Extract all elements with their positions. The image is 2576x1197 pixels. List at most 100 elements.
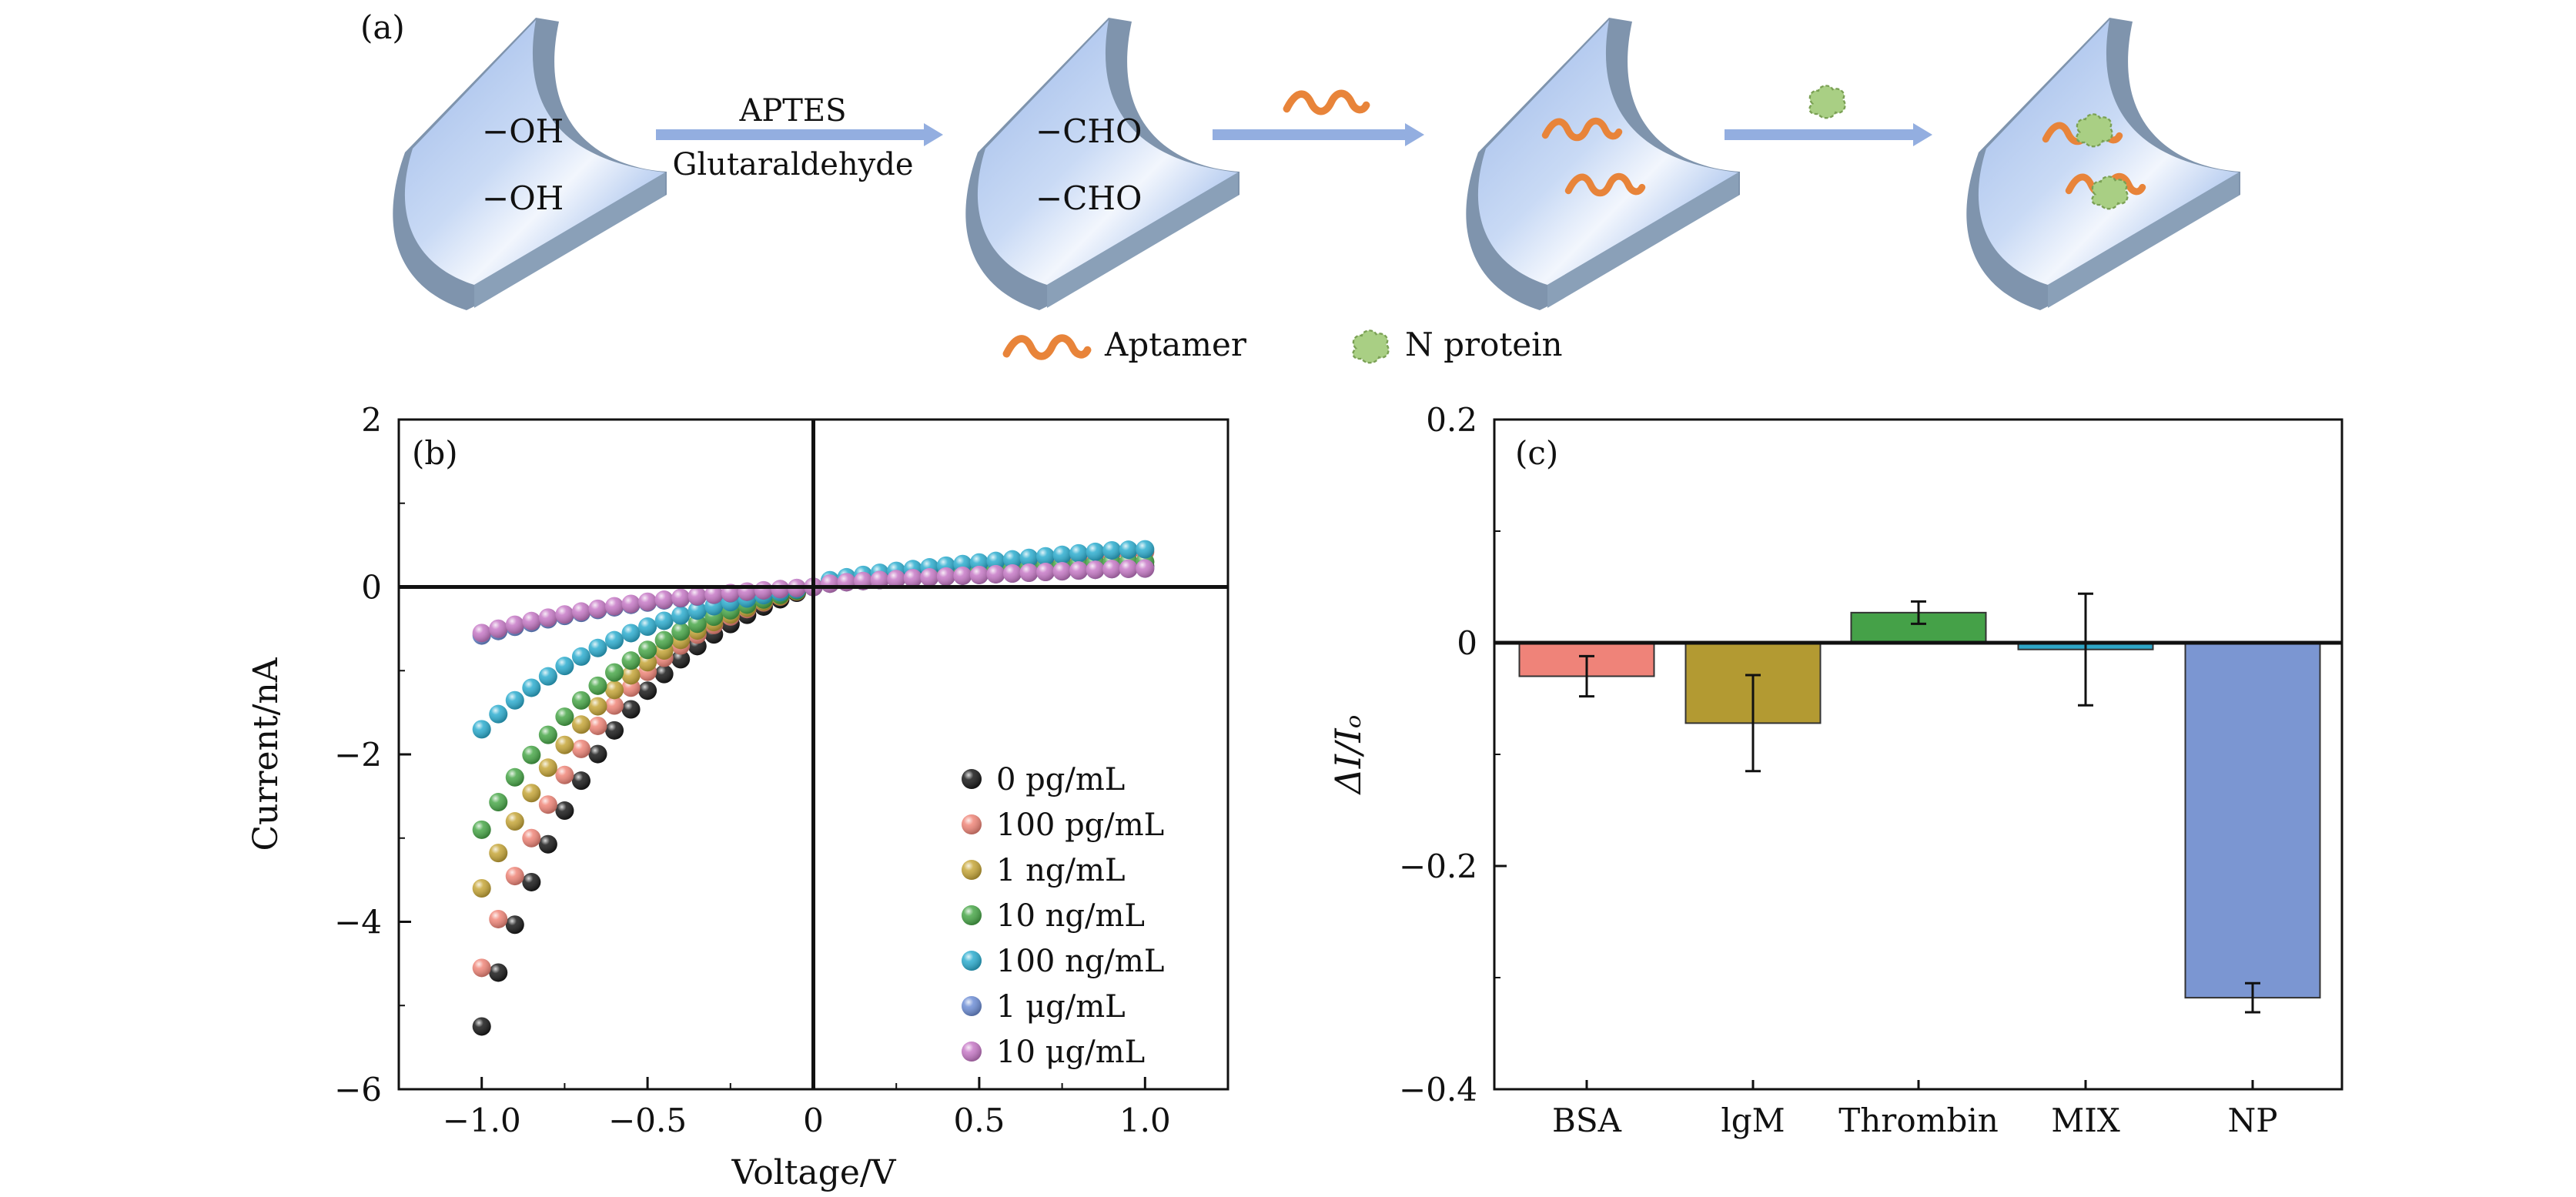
data-point-shine	[522, 784, 541, 803]
data-point-shine	[472, 820, 491, 839]
data-point-shine	[605, 630, 624, 650]
x-tick-label: 0	[803, 1102, 824, 1139]
data-point-shine	[621, 624, 641, 643]
data-point-shine	[1136, 559, 1155, 578]
data-point-shine	[821, 574, 840, 593]
data-point-shine	[671, 650, 691, 669]
data-point-shine	[654, 590, 674, 610]
data-point-shine	[472, 958, 491, 978]
data-point-shine	[1119, 540, 1138, 560]
data-point-shine	[754, 580, 773, 600]
data-point-shine	[538, 758, 557, 777]
data-point-shine	[687, 601, 707, 620]
data-point-shine	[621, 666, 641, 685]
data-point-shine	[870, 570, 889, 590]
arrow1-top-label: APTES	[738, 93, 846, 129]
x-axis-label: Voltage/V	[731, 1153, 896, 1192]
data-point-shine	[522, 828, 541, 848]
bars	[1518, 592, 2321, 1014]
category-label: lgM	[1721, 1102, 1785, 1139]
arrow1-bottom-label: Glutaraldehyde	[672, 147, 913, 182]
legend-label: 1 ng/mL	[996, 853, 1126, 888]
data-point-shine	[1102, 560, 1122, 579]
data-point-shine	[555, 707, 574, 727]
data-point-shine	[969, 565, 989, 584]
data-point-shine	[588, 716, 607, 735]
bar-axes: BSA lgM Thrombin MIX NP −0.4 −0.2 0 0.2	[1399, 401, 2342, 1139]
arrow-nprotein	[1725, 85, 1932, 146]
legend-marker-shine	[962, 814, 982, 834]
legend-label: 10 ng/mL	[996, 898, 1145, 934]
panel-b-label: (b)	[412, 434, 458, 472]
data-point-shine	[687, 614, 707, 634]
x-tick-label: −1.0	[443, 1102, 521, 1139]
category-label: Thrombin	[1838, 1102, 1999, 1139]
error-bar	[1745, 674, 1761, 773]
data-point-shine	[638, 592, 657, 611]
y-axis-label: Current/nA	[246, 657, 286, 851]
legend-aptamer-label: Aptamer	[1104, 326, 1247, 363]
data-point-shine	[605, 696, 624, 715]
data-point-shine	[1052, 545, 1072, 564]
data-point-shine	[1019, 548, 1039, 567]
legend-label: 100 ng/mL	[996, 944, 1164, 979]
data-point-shine	[571, 715, 590, 734]
data-point-shine	[489, 963, 508, 982]
data-point-shine	[555, 657, 574, 676]
legend-label: 100 pg/mL	[996, 807, 1164, 843]
data-point-shine	[571, 690, 590, 710]
data-point-shine	[522, 678, 541, 697]
legend-marker-shine	[962, 996, 982, 1016]
data-point-shine	[588, 744, 607, 764]
data-point-shine	[588, 638, 607, 657]
x-tick-label: 0.5	[954, 1102, 1005, 1139]
data-point-shine	[936, 567, 955, 586]
legend-marker-shine	[962, 860, 982, 880]
data-point-shine	[671, 588, 691, 607]
y-tick-label: 0	[361, 569, 382, 607]
data-point-shine	[472, 1017, 491, 1036]
data-point-shine	[588, 676, 607, 695]
data-point-shine	[1052, 562, 1072, 581]
data-point-shine	[687, 587, 707, 606]
x-tick-label: 1.0	[1119, 1102, 1171, 1139]
data-point-shine	[472, 624, 491, 643]
error-bar	[1579, 654, 1594, 698]
arrow-aptamer	[1213, 93, 1424, 146]
data-point-shine	[505, 812, 524, 831]
data-point-shine	[986, 564, 1005, 583]
y-tick-label: −0.4	[1399, 1071, 1477, 1108]
data-point-shine	[654, 630, 674, 650]
category-label: MIX	[2051, 1102, 2120, 1139]
data-point-shine	[638, 617, 657, 637]
legend-marker-shine	[962, 905, 982, 925]
channel-step3	[1466, 18, 1740, 310]
y-tick-label: 2	[361, 401, 382, 439]
panel-a-label: (a)	[360, 8, 405, 46]
data-point-shine	[505, 767, 524, 787]
legend-label: 0 pg/mL	[996, 762, 1125, 797]
data-point-shine	[555, 801, 574, 821]
data-point-shine	[605, 680, 624, 700]
data-point-shine	[472, 720, 491, 739]
channel-step2	[965, 18, 1239, 310]
data-point-shine	[538, 834, 557, 854]
data-point-shine	[621, 700, 641, 719]
legend-marker-shine	[962, 769, 982, 789]
error-bar	[1911, 600, 1926, 625]
data-point-shine	[522, 611, 541, 630]
data-point-shine	[571, 739, 590, 758]
data-point-shine	[571, 647, 590, 666]
legend-label: 1 μg/mL	[996, 989, 1126, 1025]
data-point-shine	[1136, 540, 1155, 559]
data-point-shine	[671, 606, 691, 625]
data-point-shine	[605, 663, 624, 682]
iv-legend: 0 pg/mL 100 pg/mL 1 ng/mL 10 ng/mL 100 ng/mL…	[962, 762, 1164, 1070]
data-point-shine	[1119, 559, 1138, 578]
bar	[2184, 642, 2321, 999]
arrow-aptes	[656, 123, 943, 146]
iv-axes: −1.0 −0.5 0 0.5 1.0 −6 −4 −2 0 2	[334, 401, 1229, 1139]
data-point-shine	[1036, 547, 1055, 566]
x-tick-label: −0.5	[608, 1102, 687, 1139]
data-point-shine	[505, 615, 524, 634]
